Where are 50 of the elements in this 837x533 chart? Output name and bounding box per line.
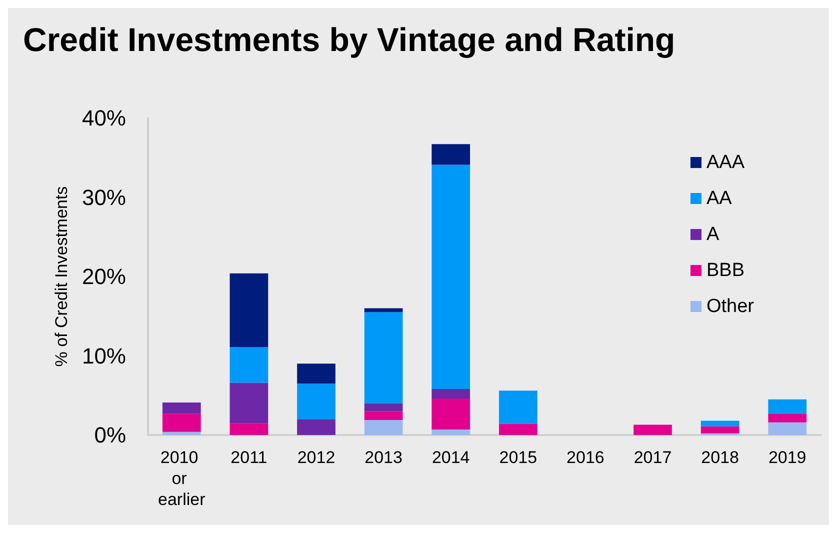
bar — [364, 403, 403, 412]
x-tick-label: 2017 — [634, 448, 672, 467]
bar — [700, 426, 740, 434]
x-tick-label: 2013 — [364, 448, 402, 467]
bar — [297, 364, 336, 384]
bar — [364, 308, 403, 312]
y-tick-label: 0% — [94, 422, 126, 448]
bar — [162, 432, 201, 435]
bar — [364, 411, 403, 420]
x-tick-label: 2016 — [566, 448, 604, 467]
legend-label: AA — [706, 188, 732, 209]
bar — [364, 312, 403, 404]
x-tick-label: 2019 — [768, 448, 806, 467]
bar — [768, 422, 807, 435]
x-tick-label: 2015 — [499, 448, 538, 467]
bar — [432, 144, 470, 165]
bar — [700, 420, 740, 426]
legend-label: A — [706, 224, 720, 245]
x-tick-label: 2014 — [432, 448, 470, 467]
bar — [230, 273, 268, 348]
bar — [634, 424, 672, 435]
bar — [498, 424, 538, 435]
bar — [768, 399, 807, 414]
bar — [432, 389, 470, 399]
bar — [498, 390, 538, 424]
bar — [432, 164, 470, 390]
legend-label: AAA — [706, 152, 745, 173]
y-tick-label: 20% — [82, 264, 126, 289]
bar — [432, 398, 470, 430]
bar — [297, 419, 336, 435]
bar — [364, 420, 403, 435]
y-tick-label: 30% — [82, 184, 126, 210]
bar — [432, 429, 470, 435]
x-tick-label: 2012 — [297, 448, 336, 467]
legend-label: Other — [706, 296, 755, 317]
x-tick-label: 2010 or earlier — [158, 448, 206, 509]
x-tick-label: 2018 — [701, 448, 739, 467]
chart-title: Credit Investments by Vintage and Rating — [23, 21, 676, 58]
bar — [230, 382, 268, 424]
y-tick-label: 40% — [82, 106, 126, 130]
y-tick-label: 10% — [82, 343, 126, 368]
bar — [230, 347, 268, 383]
bar — [768, 414, 807, 422]
bar — [297, 383, 336, 420]
bar — [230, 423, 268, 435]
y-axis-title: % of Credit Investments — [52, 186, 71, 367]
x-tick-label: 2011 — [230, 448, 268, 467]
legend-label: BBB — [706, 260, 745, 281]
bar — [162, 414, 201, 432]
bar — [162, 402, 201, 414]
